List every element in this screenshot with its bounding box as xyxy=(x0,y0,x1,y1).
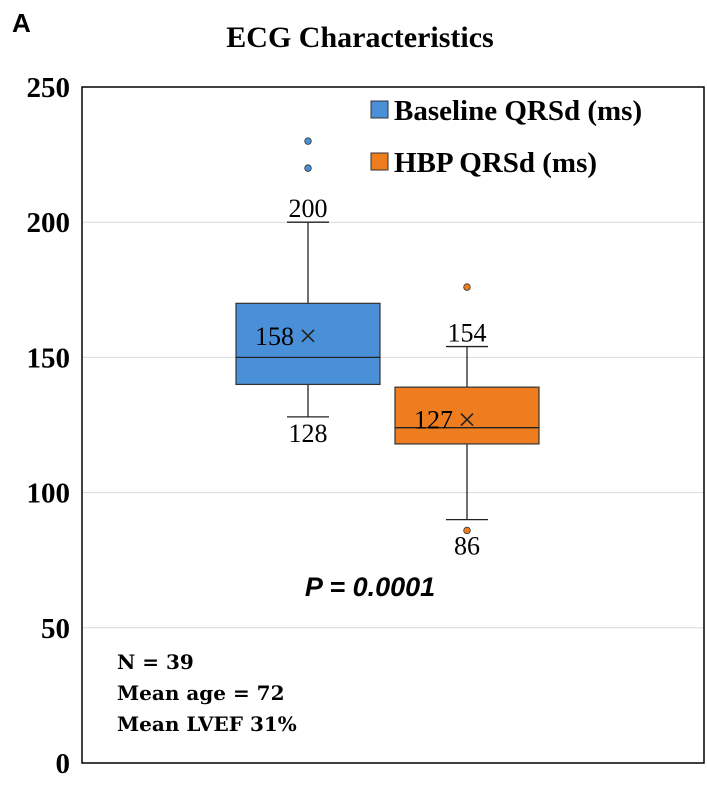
y-tick-label: 250 xyxy=(27,72,71,104)
legend: Baseline QRSd (ms) HBP QRSd (ms) xyxy=(370,95,642,179)
mean-marker xyxy=(301,329,315,343)
mean-label: 127 xyxy=(414,406,453,435)
outlier-point xyxy=(463,283,471,291)
study-note: Mean age = 72 xyxy=(117,681,285,705)
panel-label: A xyxy=(12,8,31,38)
gridlines xyxy=(82,221,704,629)
upper-whisker-label: 200 xyxy=(289,194,328,223)
study-note: N = 39 xyxy=(117,650,194,674)
plot-area-frame xyxy=(81,86,705,764)
y-axis-ticks: 0 50 100 150 200 250 xyxy=(27,72,71,780)
mean-label: 158 xyxy=(255,322,294,351)
upper-whisker-label: 154 xyxy=(448,319,487,348)
interquartile-box xyxy=(235,302,381,386)
y-tick-label: 200 xyxy=(27,207,71,239)
box-series: 158 200 128 127 154 86 xyxy=(235,137,540,560)
box-baseline: 158 200 128 xyxy=(235,137,381,448)
mean-marker xyxy=(460,413,474,427)
legend-label: HBP QRSd (ms) xyxy=(394,147,597,179)
outlier-point xyxy=(304,137,312,145)
outlier-point xyxy=(463,526,471,535)
y-tick-label: 100 xyxy=(27,478,71,510)
legend-swatch xyxy=(370,100,389,119)
p-value-annotation: P = 0.0001 xyxy=(305,572,435,602)
study-notes: N = 39 Mean age = 72 Mean LVEF 31% xyxy=(117,650,297,736)
legend-label: Baseline QRSd (ms) xyxy=(394,95,642,127)
y-tick-label: 0 xyxy=(56,748,71,780)
chart-title: ECG Characteristics xyxy=(226,21,493,54)
lower-whisker-label: 128 xyxy=(289,419,328,448)
y-tick-label: 50 xyxy=(41,613,70,645)
study-note: Mean LVEF 31% xyxy=(117,712,297,736)
legend-swatch xyxy=(370,152,389,171)
y-tick-label: 150 xyxy=(27,342,71,374)
box-hbp: 127 154 86 xyxy=(394,283,540,560)
interquartile-box xyxy=(394,386,540,445)
lower-whisker-label: 86 xyxy=(454,531,480,560)
outlier-point xyxy=(304,164,312,172)
